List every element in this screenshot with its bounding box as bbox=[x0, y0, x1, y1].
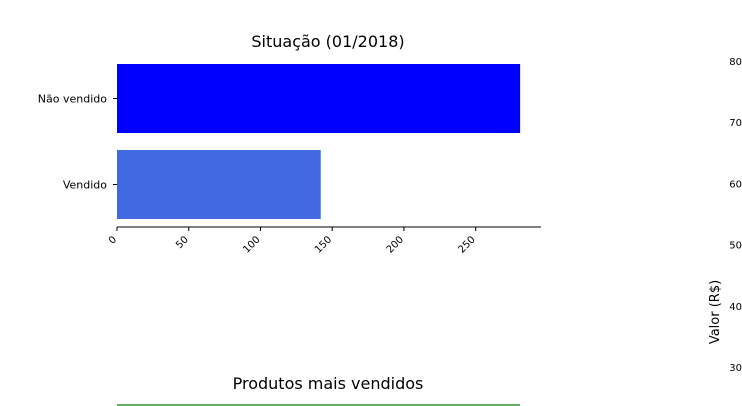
y-tick-label: 60 bbox=[729, 179, 742, 190]
x-tick-label: 50 bbox=[174, 234, 191, 251]
situacao-bar-chart: Situação (01/2018) Não vendido Vendido 0 5… bbox=[38, 32, 541, 256]
x-tick-label: 150 bbox=[313, 234, 334, 255]
x-tick-label: 100 bbox=[241, 234, 262, 255]
y-axis-label: Valor (R$) bbox=[708, 280, 723, 344]
y-tick-label: 30 bbox=[729, 363, 742, 374]
bar-vendido bbox=[117, 150, 321, 219]
chart-title: Situação (01/2018) bbox=[251, 32, 404, 51]
y-tick-label: 80 bbox=[729, 57, 742, 68]
produtos-line-chart: Produtos mais vendidos Valor (R$) 80 70 60… bbox=[117, 57, 742, 406]
y-tick-label: 40 bbox=[729, 302, 742, 313]
bar-n-o-vendido bbox=[117, 64, 521, 133]
x-axis-ticks: 0 50 100 150 200 250 bbox=[107, 227, 478, 256]
y-tick-label: 50 bbox=[729, 241, 742, 252]
chart-title: Produtos mais vendidos bbox=[233, 374, 424, 393]
category-labels: Não vendido Vendido bbox=[38, 93, 117, 192]
x-tick-label: 0 bbox=[107, 234, 119, 246]
x-tick-label: 250 bbox=[456, 234, 477, 255]
y-tick-label: 70 bbox=[729, 118, 742, 129]
category-label: Vendido bbox=[63, 179, 107, 192]
x-tick-label: 200 bbox=[385, 234, 406, 255]
bar-group bbox=[117, 64, 521, 219]
category-label: Não vendido bbox=[38, 93, 107, 106]
y-axis-ticks: 80 70 60 50 40 30 bbox=[729, 57, 742, 374]
